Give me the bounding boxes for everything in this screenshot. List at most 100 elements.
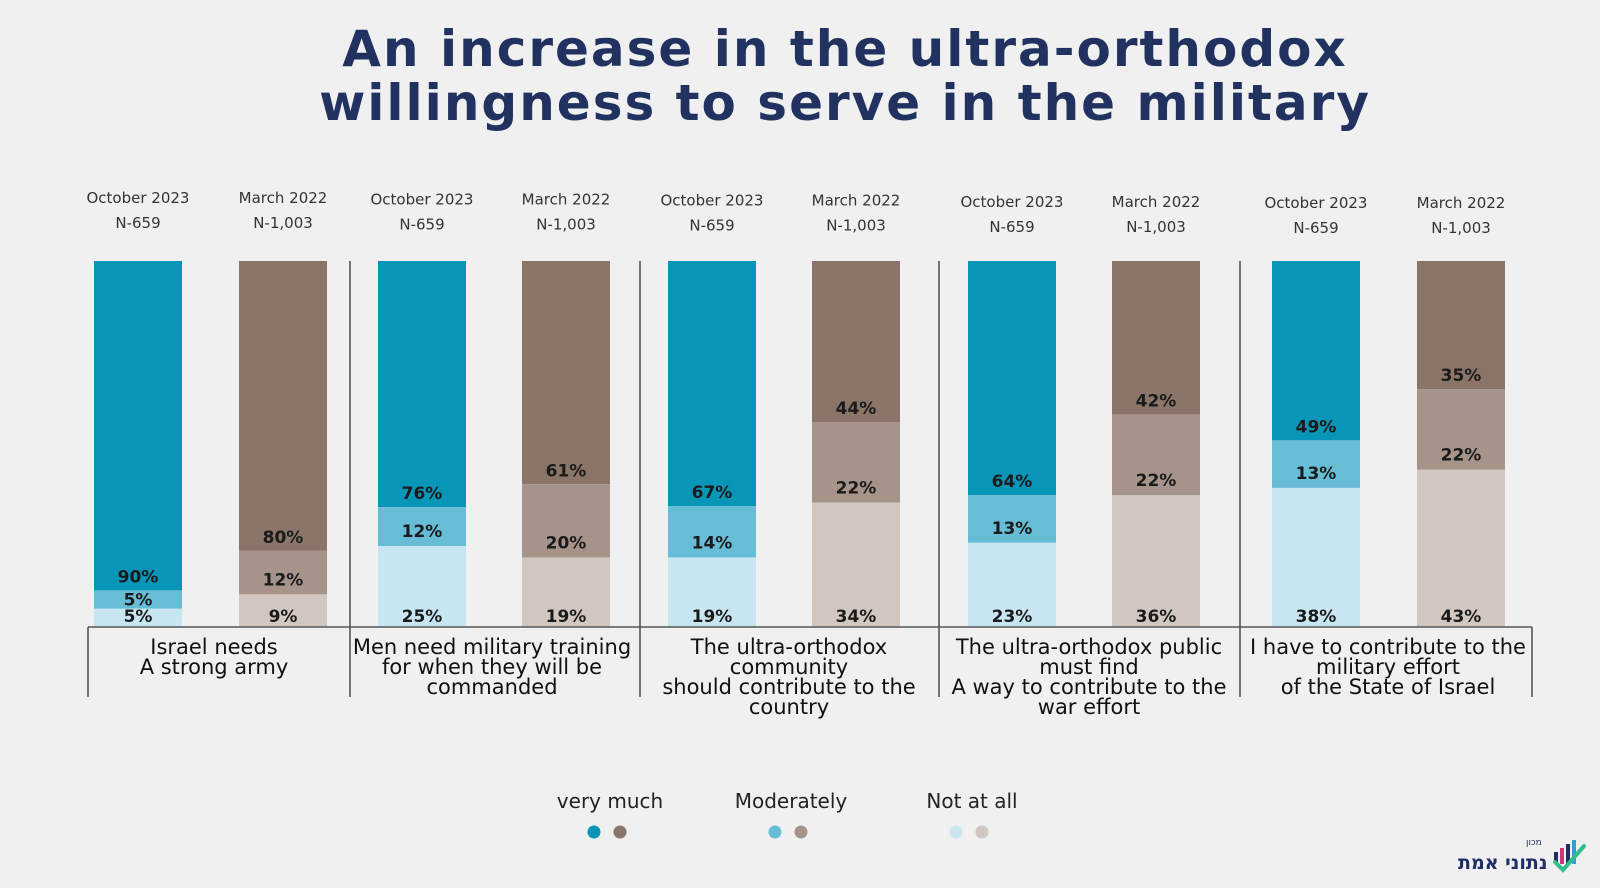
legend: very much Moderately Not at all [557, 789, 1018, 839]
bar-header-period: March 2022 [1112, 193, 1201, 211]
bar-header-period: March 2022 [1417, 194, 1506, 212]
category-label: Israel needs A strong army [140, 635, 289, 679]
chart-title-line-2: willingness to serve in the military [319, 74, 1371, 132]
legend-swatch [587, 825, 601, 839]
chart-title-line-1: An increase in the ultra-orthodox [342, 20, 1348, 78]
bar-segment-moderately [968, 495, 1056, 543]
bar-header-sample-size: N-659 [989, 218, 1034, 236]
brand-logo: מכון נתוני אמת [1458, 838, 1588, 878]
data-label-not-at-all: 19% [692, 607, 733, 627]
data-label-very-much: 90% [118, 567, 159, 587]
data-label-not-at-all: 34% [836, 607, 877, 627]
category-label: I have to contribute to the military effo… [1250, 635, 1526, 699]
bar-segment-not-at-all [968, 542, 1056, 627]
bar-segment-not-at-all [522, 557, 610, 627]
data-label-very-much: 44% [836, 399, 877, 419]
bar-header-sample-size: N-1,003 [1431, 219, 1491, 237]
bar-segment-moderately [1417, 389, 1505, 470]
category-label-line: of the State of Israel [1281, 675, 1496, 699]
legend-swatch [794, 825, 808, 839]
category-label-line: A way to contribute to the [951, 675, 1226, 699]
data-label-very-much: 64% [992, 472, 1033, 492]
bar-segment-not-at-all [378, 546, 466, 627]
bar-header-period: October 2023 [661, 192, 764, 210]
data-label-moderately: 20% [546, 533, 587, 553]
data-label-not-at-all: 36% [1136, 607, 1177, 627]
bar-segment-very-much [94, 261, 182, 591]
category-label-line: should contribute to the [662, 675, 915, 699]
logo-subtext: מכון [1526, 838, 1542, 848]
data-label-very-much: 61% [546, 461, 587, 481]
category-label-line: The ultra-orthodox public [955, 635, 1222, 659]
bar-header-period: March 2022 [239, 189, 328, 207]
category-label-line: Men need military training [353, 635, 631, 659]
bar-segment-moderately [668, 506, 756, 558]
bar-header-period: March 2022 [812, 192, 901, 210]
category-label-line: community [730, 655, 848, 679]
data-label-moderately: 22% [836, 479, 877, 499]
bar-segment-very-much [1112, 261, 1200, 415]
bar-header-period: October 2023 [87, 189, 190, 207]
bar-segment-very-much [378, 261, 466, 508]
data-label-very-much: 42% [1136, 392, 1177, 412]
category-label-line: war effort [1038, 695, 1140, 719]
bar-header-sample-size: N-1,003 [1126, 218, 1186, 236]
bar-segment-not-at-all [1112, 495, 1200, 627]
data-label-not-at-all: 5% [124, 607, 153, 627]
data-label-not-at-all: 19% [546, 607, 587, 627]
bar-segment-not-at-all [94, 608, 182, 627]
legend-swatch [613, 825, 627, 839]
category-frame: Israel needs A strong army Men need milita… [87, 261, 1533, 719]
bar-segment-not-at-all [239, 594, 327, 627]
data-label-not-at-all: 23% [992, 607, 1033, 627]
legend-swatch [975, 825, 989, 839]
bar-segment-very-much [239, 261, 327, 551]
data-label-moderately: 12% [263, 570, 304, 590]
bar-header-period: October 2023 [371, 190, 474, 208]
data-label-very-much: 67% [692, 483, 733, 503]
data-label-very-much: 76% [402, 484, 443, 504]
data-label-not-at-all: 25% [402, 607, 443, 627]
category-label-line: The ultra-orthodox [690, 635, 887, 659]
data-label-very-much: 80% [263, 528, 304, 548]
bar-header-sample-size: N-659 [399, 215, 444, 233]
category-label-line: Israel needs [150, 635, 278, 659]
data-label-very-much: 35% [1441, 366, 1482, 386]
bar-segment-moderately [1272, 440, 1360, 488]
category-label-line: country [749, 695, 829, 719]
category-label: The ultra-orthodox public must find A way … [951, 635, 1226, 719]
bar-segment-moderately [812, 422, 900, 503]
category-label-line: for when they will be [382, 655, 602, 679]
chart-title: An increase in the ultra-orthodox willin… [0, 22, 1600, 130]
legend-swatch [768, 825, 782, 839]
bar-header-sample-size: N-1,003 [536, 215, 596, 233]
category-label-line: A strong army [140, 655, 289, 679]
bar-header-sample-size: N-1,003 [826, 217, 886, 235]
bar-segment-very-much [1417, 261, 1505, 390]
bar-segment-very-much [812, 261, 900, 423]
category-label-line: I have to contribute to the [1250, 635, 1526, 659]
data-label-not-at-all: 43% [1441, 607, 1482, 627]
bar-segment-not-at-all [1417, 469, 1505, 627]
data-label-very-much: 49% [1296, 417, 1337, 437]
bar-header-sample-size: N-659 [1293, 219, 1338, 237]
category-label-line: must find [1039, 655, 1138, 679]
bar-segment-not-at-all [668, 557, 756, 627]
data-label-moderately: 22% [1441, 446, 1482, 466]
bar-segment-moderately [378, 507, 466, 547]
bar-segment-moderately [522, 484, 610, 558]
data-label-moderately: 5% [124, 591, 153, 611]
legend-label: Not at all [926, 789, 1017, 813]
category-label: Men need military training for when they … [353, 635, 631, 699]
bar-header-period: October 2023 [1265, 194, 1368, 212]
category-label-line: commanded [426, 675, 557, 699]
category-label: The ultra-orthodox community should contri… [662, 635, 915, 719]
bar-header-sample-size: N-659 [115, 214, 160, 232]
data-label-moderately: 13% [992, 519, 1033, 539]
data-label-not-at-all: 38% [1296, 607, 1337, 627]
data-label-moderately: 13% [1296, 464, 1337, 484]
bar-segment-very-much [1272, 261, 1360, 441]
bar-segment-not-at-all [1272, 487, 1360, 627]
bar-segment-moderately [239, 550, 327, 595]
